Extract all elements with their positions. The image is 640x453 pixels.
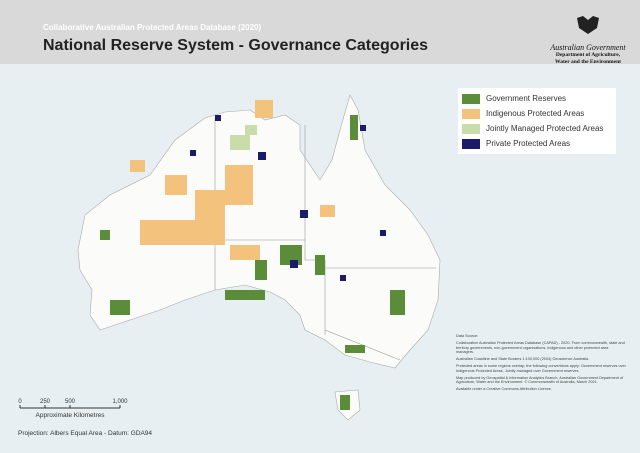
legend-swatch — [462, 138, 480, 149]
scale-unit: Approximate Kilometres — [36, 412, 106, 419]
legend-label: Indigenous Protected Areas — [486, 109, 585, 118]
legend-swatch — [462, 123, 480, 134]
scale-label: 250 — [40, 399, 51, 405]
title: National Reserve System - Governance Cat… — [43, 37, 429, 54]
notes: Data Source: Collaborative Australian Pro… — [456, 334, 626, 394]
scale-bar: 0 250 500 1,000 Approximate Kilometres — [18, 399, 128, 419]
legend: Government Reserves Indigenous Protected … — [458, 88, 616, 154]
scale-label: 0 — [18, 399, 22, 405]
note: Collaborative Australian Protected Areas… — [456, 340, 625, 355]
department-name: Department of Agriculture, Water and the… — [555, 52, 621, 65]
legend-item: Government Reserves — [462, 91, 612, 106]
reserves — [100, 100, 405, 410]
legend-label: Private Protected Areas — [486, 139, 571, 148]
projection: Projection: Albers Equal Area - Datum: G… — [18, 430, 153, 437]
government-name: Australian Government — [550, 43, 626, 52]
legend-label: Government Reserves — [486, 94, 567, 103]
note: Protected areas in some regions overlap;… — [456, 363, 626, 373]
legend-item: Indigenous Protected Areas — [462, 106, 612, 121]
note: Available under a Creative Commons Attri… — [456, 387, 552, 392]
legend-label: Jointly Managed Protected Areas — [486, 124, 604, 133]
legend-item: Jointly Managed Protected Areas — [462, 121, 612, 136]
crest — [577, 16, 599, 34]
legend-swatch — [462, 108, 480, 119]
note: Map produced by Geospatial & Information… — [456, 375, 624, 385]
legend-item: Private Protected Areas — [462, 136, 612, 151]
note: Data Source: — [456, 334, 479, 338]
land — [77, 94, 441, 369]
legend-swatch — [462, 93, 480, 104]
scale-label: 500 — [65, 399, 76, 405]
header — [0, 0, 640, 64]
scale-label: 1,000 — [112, 399, 128, 405]
logo: Australian Government Department of Agri… — [548, 14, 628, 65]
subtitle: Collaborative Australian Protected Areas… — [43, 23, 262, 32]
note: Australian Coastline and State Borders 1… — [456, 357, 590, 362]
